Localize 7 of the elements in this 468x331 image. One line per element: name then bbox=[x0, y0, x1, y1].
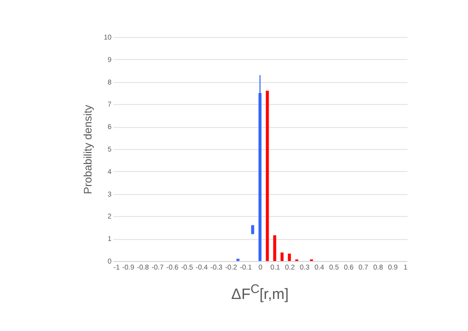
y-axis-title: Probability density bbox=[82, 104, 95, 194]
bar bbox=[273, 235, 276, 261]
bar bbox=[266, 90, 269, 261]
x-axis-title: ΔF$^{C}$[r,m] bbox=[230, 282, 290, 303]
bar bbox=[251, 225, 254, 234]
bar bbox=[288, 254, 291, 261]
bar bbox=[280, 252, 284, 261]
